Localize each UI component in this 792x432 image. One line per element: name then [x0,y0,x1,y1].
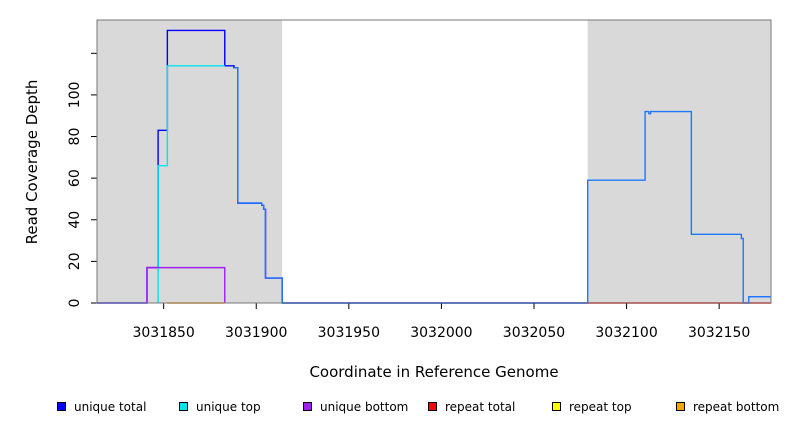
x-tick-label: 3031900 [225,325,287,341]
legend-label-unique-bottom: unique bottom [320,400,409,414]
x-tick-label: 3032100 [595,325,657,341]
y-axis-label: Read Coverage Depth [23,80,41,245]
series-line-unique-bottom [146,266,226,303]
x-tick-label: 3031950 [318,325,380,341]
plot-frame [96,19,772,304]
legend-item-unique-bottom: unique bottom [303,400,408,418]
x-tick-label: 3032050 [503,325,565,341]
legend-item-repeat-bottom: repeat bottom [676,400,779,418]
legend: unique total unique top unique bottom re… [0,400,792,420]
shaded-regions [97,20,771,303]
legend-item-unique-total: unique total [57,400,146,418]
coverage-chart: 3031850 3031900 3031950 3032000 3032050 30321… [23,19,772,381]
legend-label-repeat-total: repeat total [445,400,516,414]
y-tick-label: 0 [67,299,83,308]
x-tick-label: 3031850 [132,325,194,341]
x-tick-label: 3032000 [410,325,472,341]
legend-label-unique-top: unique top [196,400,261,414]
legend-swatch-repeat-top [552,402,561,411]
legend-item-unique-top: unique top [179,400,261,418]
series-line-unique-top [157,65,225,303]
x-axis: 3031850 3031900 3031950 3032000 3032050 30321… [132,303,750,341]
y-tick-label: 80 [67,128,83,146]
legend-label-repeat-bottom: repeat bottom [693,400,780,414]
y-tick-label: 20 [67,252,83,270]
shaded-region-0 [97,20,283,303]
series-lines [97,29,771,304]
x-axis-label: Coordinate in Reference Genome [309,363,558,381]
series-line-secondary [234,67,771,304]
legend-item-repeat-top: repeat top [552,400,632,418]
y-axis: 0 20 40 60 80 100 [67,52,97,308]
legend-swatch-unique-total [57,402,66,411]
legend-swatch-unique-bottom [303,402,312,411]
legend-item-repeat-total: repeat total [428,400,515,418]
legend-swatch-unique-top [179,402,188,411]
legend-swatch-repeat-total [428,402,437,411]
x-tick-label: 3032150 [688,325,750,341]
legend-label-repeat-top: repeat top [569,400,632,414]
y-tick-label: 100 [67,82,83,109]
y-tick-label: 40 [67,211,83,229]
legend-swatch-repeat-bottom [676,402,685,411]
y-tick-label: 60 [67,169,83,187]
legend-label-unique-total: unique total [74,400,147,414]
shaded-region-1 [587,20,771,303]
